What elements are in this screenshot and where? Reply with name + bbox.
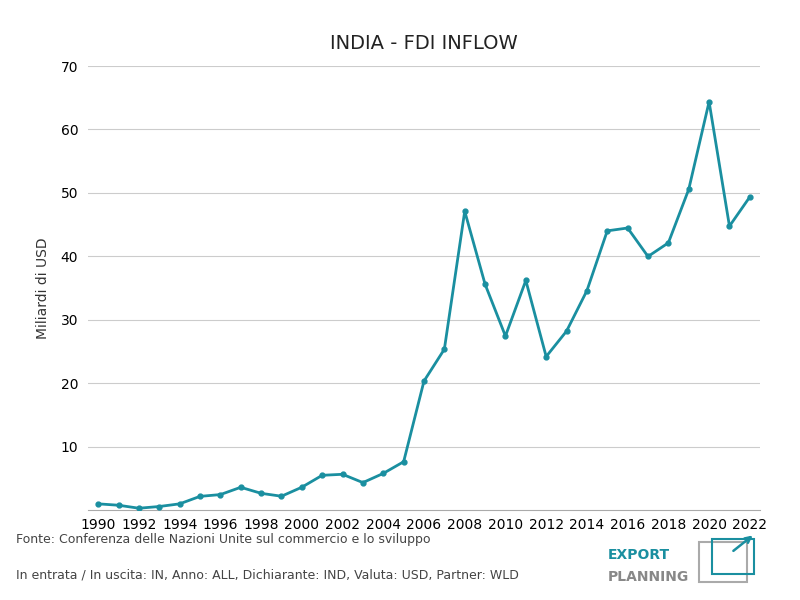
Text: Fonte: Conferenza delle Nazioni Unite sul commercio e lo sviluppo: Fonte: Conferenza delle Nazioni Unite su… bbox=[16, 533, 430, 546]
Text: In entrata / In uscita: IN, Anno: ALL, Dichiarante: IND, Valuta: USD, Partner: W: In entrata / In uscita: IN, Anno: ALL, D… bbox=[16, 569, 519, 582]
Y-axis label: Miliardi di USD: Miliardi di USD bbox=[35, 237, 50, 339]
Title: INDIA - FDI INFLOW: INDIA - FDI INFLOW bbox=[330, 34, 518, 53]
Text: EXPORT: EXPORT bbox=[608, 548, 670, 562]
Text: PLANNING: PLANNING bbox=[608, 570, 690, 584]
